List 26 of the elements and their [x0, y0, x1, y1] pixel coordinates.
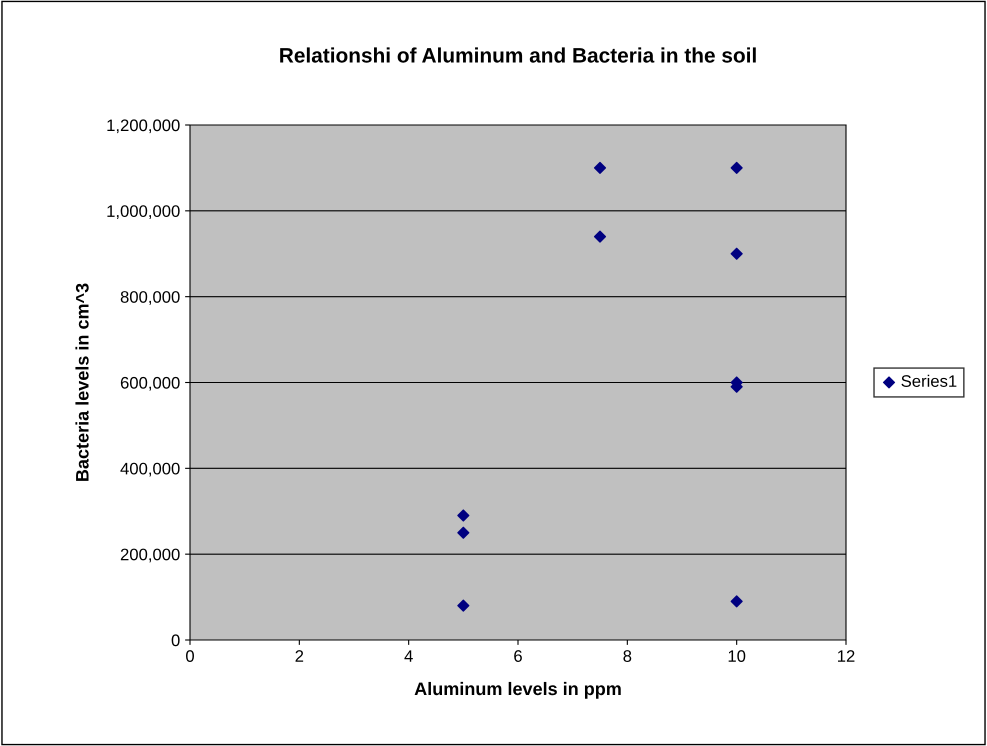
x-tick-label: 10: [728, 650, 746, 662]
point: [730, 595, 743, 608]
y-tick-label: 600,000: [120, 376, 180, 391]
point: [594, 162, 606, 174]
y-tick-label: 0: [172, 634, 180, 646]
y-tick-label: 1,000,000: [107, 205, 180, 220]
legend-label: Series1: [901, 374, 956, 387]
x-tick-label: 0: [186, 650, 194, 662]
y-tick-label: 800,000: [120, 291, 180, 305]
x-axis-title: Aluminum levels in ppm: [414, 682, 621, 699]
chart-title: Relationshi of Aluminum and Bacteria in the soil: [280, 47, 756, 63]
y-tick-label: 1,200,000: [107, 119, 180, 134]
point: [730, 248, 743, 260]
y-tick-label: 400,000: [120, 462, 180, 477]
x-tick-label: 4: [404, 650, 413, 662]
x-tick-label: 8: [623, 650, 632, 662]
y-tick-label: 200,000: [120, 548, 180, 562]
x-tick-label: 2: [296, 650, 304, 662]
x-tick-label: 6: [514, 650, 522, 662]
x-tick-label: 12: [838, 650, 854, 662]
point: [730, 162, 743, 174]
point: [457, 526, 470, 539]
point: [594, 230, 606, 243]
point: [457, 509, 470, 522]
point: [457, 600, 470, 612]
y-axis-title: Bacteria levels in cm^3: [75, 284, 89, 481]
